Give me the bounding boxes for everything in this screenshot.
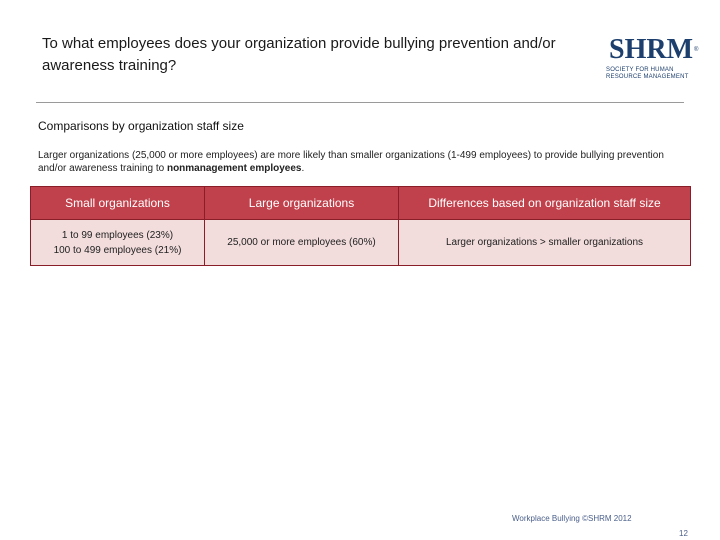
- page-title: To what employees does your organization…: [42, 35, 556, 74]
- description-end: .: [301, 163, 305, 174]
- cell-differences: Larger organizations > smaller organizat…: [398, 219, 691, 266]
- shrm-logo: SHRM ® SOCIETY FOR HUMAN RESOURCE MANAGE…: [606, 34, 698, 86]
- logo-mark: SHRM ®: [606, 34, 698, 65]
- cell-small-organizations: 1 to 99 employees (23%) 100 to 499 emplo…: [30, 219, 205, 266]
- description-text: Larger organizations (25,000 or more emp…: [38, 150, 664, 174]
- logo-tagline: SOCIETY FOR HUMAN RESOURCE MANAGEMENT: [606, 67, 690, 81]
- table-row: 1 to 99 employees (23%) 100 to 499 emplo…: [30, 219, 691, 266]
- logo-tagline-line2: RESOURCE MANAGEMENT: [606, 74, 689, 80]
- table-header-row: Small organizations Large organizations …: [30, 186, 691, 220]
- logo-wordmark: SHRM: [609, 34, 693, 65]
- footer-text: Workplace Bullying ©SHRM 2012: [512, 514, 632, 523]
- header-differences: Differences based on organization staff …: [398, 186, 691, 220]
- cell-large-organizations: 25,000 or more employees (60%): [204, 219, 399, 266]
- description-emphasis: nonmanagement employees: [166, 163, 302, 174]
- logo-tagline-line1: SOCIETY FOR HUMAN: [606, 67, 674, 73]
- comparison-table: Small organizations Large organizations …: [30, 186, 691, 266]
- header-small-organizations: Small organizations: [30, 186, 205, 220]
- header-large-organizations: Large organizations: [204, 186, 399, 220]
- divider: [36, 102, 684, 103]
- section-subtitle: Comparisons by organization staff size: [38, 119, 244, 133]
- page-number: 12: [679, 529, 688, 538]
- logo-registered: ®: [694, 47, 699, 53]
- description: Larger organizations (25,000 or more emp…: [38, 149, 688, 175]
- small-org-value-2: 100 to 499 employees (21%): [53, 244, 182, 256]
- small-org-value-1: 1 to 99 employees (23%): [61, 229, 174, 241]
